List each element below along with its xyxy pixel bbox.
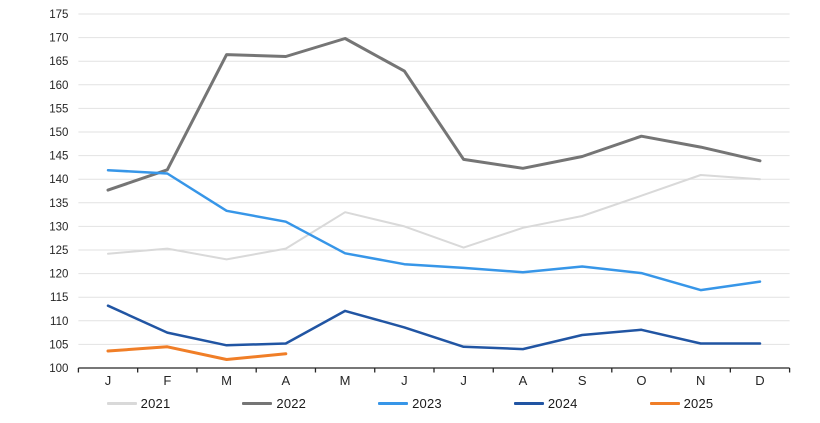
y-axis-tick-label: 175 — [49, 9, 68, 21]
y-axis-tick-label: 170 — [49, 33, 68, 45]
y-axis-tick-label: 165 — [49, 56, 68, 68]
series-line-2021 — [107, 174, 761, 261]
y-axis-tick-label: 120 — [49, 269, 68, 281]
chart-legend: 2021 2022 2023 2024 2025 — [0, 390, 820, 416]
y-axis-tick-label: 155 — [49, 103, 68, 115]
x-axis-tick-label: S — [578, 373, 587, 388]
y-axis-tick-label: 105 — [49, 339, 68, 351]
y-axis-tick-label: 115 — [50, 292, 68, 304]
x-axis-tick-label: J — [105, 373, 112, 388]
x-axis-tick-label: J — [401, 373, 408, 388]
series-line-2025 — [106, 345, 288, 361]
legend-line-swatch-2024 — [513, 401, 544, 405]
plot-area: 100 105 110 115 120 125 130 135 140 145 150 155 160 1… — [49, 9, 791, 388]
y-axis-tick-label: 160 — [49, 80, 68, 92]
y-axis-tick-label: 100 — [49, 363, 68, 375]
x-axis-tick-label: M — [340, 373, 351, 388]
y-axis-tick-label: 150 — [49, 127, 68, 139]
y-axis-tick-label: 135 — [49, 198, 68, 210]
y-axis-tick-label: 125 — [49, 245, 68, 257]
y-axis-tick-label: 130 — [49, 221, 68, 233]
series-line-2024 — [106, 304, 762, 351]
legend-label-2021: 2021 — [140, 395, 171, 411]
series-line-2022 — [106, 37, 762, 192]
legend-line-swatch-2021 — [106, 401, 137, 405]
y-axis-tick-label: 140 — [49, 174, 68, 186]
legend-line-swatch-2023 — [378, 401, 409, 405]
legend-line-swatch-2022 — [242, 401, 273, 405]
x-axis-tick-label: D — [755, 373, 764, 388]
legend-label-2023: 2023 — [412, 395, 442, 411]
legend-label-2024: 2024 — [547, 395, 578, 411]
y-axis-tick-label: 145 — [49, 151, 68, 163]
x-axis-tick-label: F — [163, 373, 171, 388]
legend-line-swatch-2025 — [649, 401, 680, 405]
legend-item-2024: 2024 — [513, 395, 578, 411]
legend-item-2025: 2025 — [649, 395, 714, 411]
x-axis-tick-label: M — [221, 373, 232, 388]
x-axis-tick-label: A — [281, 373, 290, 388]
series-line-2023 — [106, 168, 762, 292]
x-axis-tick-label: A — [519, 373, 528, 388]
legend-item-2023: 2023 — [378, 396, 442, 411]
x-axis-tick-label: O — [636, 373, 646, 388]
legend-item-2022: 2022 — [242, 396, 306, 411]
legend-label-2022: 2022 — [276, 395, 307, 411]
legend-label-2025: 2025 — [683, 395, 714, 411]
legend-item-2021: 2021 — [106, 395, 171, 411]
x-axis-tick-label: N — [696, 373, 705, 388]
y-axis-tick-label: 110 — [50, 316, 68, 328]
x-axis-tick-label: J — [460, 373, 467, 388]
